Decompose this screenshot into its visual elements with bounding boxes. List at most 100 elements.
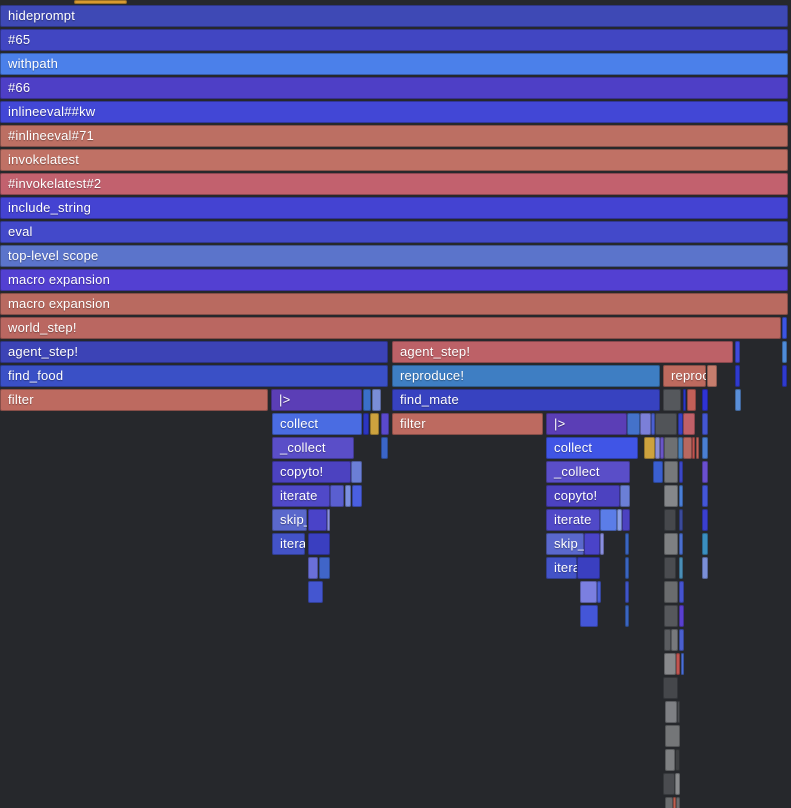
flame-frame[interactable]	[640, 413, 651, 435]
flame-frame[interactable]	[381, 437, 388, 459]
flame-frame[interactable]	[584, 533, 600, 555]
flame-frame[interactable]	[577, 557, 600, 579]
flame-frame[interactable]	[351, 461, 362, 483]
flame-frame-find-food[interactable]: find_food	[0, 365, 388, 387]
flame-frame[interactable]	[660, 437, 664, 459]
flame-frame[interactable]	[664, 557, 676, 579]
flame-frame[interactable]	[308, 533, 330, 555]
flame-frame-itera[interactable]: itera	[546, 557, 577, 579]
flame-frame-world-step[interactable]: world_step!	[0, 317, 781, 339]
flame-frame[interactable]	[702, 509, 708, 531]
flame-frame[interactable]	[664, 605, 678, 627]
flame-frame[interactable]	[352, 485, 362, 507]
flame-frame-reproduce[interactable]: reproduce!	[392, 365, 660, 387]
flame-frame[interactable]	[625, 605, 629, 627]
flame-frame[interactable]	[665, 701, 677, 723]
flame-frame[interactable]	[330, 485, 344, 507]
flame-frame[interactable]	[692, 437, 695, 459]
flame-frame[interactable]	[625, 557, 629, 579]
flame-frame[interactable]	[664, 485, 678, 507]
flame-frame[interactable]	[580, 581, 597, 603]
flame-frame[interactable]	[665, 797, 673, 808]
flame-frame-collect[interactable]: _collect	[272, 437, 354, 459]
flame-frame-hideprompt[interactable]: hideprompt	[0, 5, 788, 27]
flame-frame[interactable]	[664, 437, 678, 459]
flame-frame[interactable]	[679, 533, 683, 555]
flame-frame-macro-expansion[interactable]: macro expansion	[0, 293, 788, 315]
flame-frame[interactable]	[664, 629, 671, 651]
flame-frame[interactable]	[663, 389, 681, 411]
flame-frame-collect[interactable]: _collect	[546, 461, 630, 483]
flame-frame[interactable]	[681, 653, 684, 675]
flame-frame[interactable]	[664, 581, 678, 603]
flame-frame-invokelatest-2[interactable]: #invokelatest#2	[0, 173, 788, 195]
flame-frame[interactable]	[327, 509, 330, 531]
flame-frame[interactable]	[679, 605, 684, 627]
flame-frame[interactable]	[673, 797, 676, 808]
flame-frame[interactable]	[679, 485, 683, 507]
flame-frame[interactable]	[665, 725, 680, 747]
flame-frame-filter[interactable]: filter	[0, 389, 268, 411]
flame-frame[interactable]	[702, 461, 708, 483]
flame-frame[interactable]	[664, 533, 678, 555]
flame-frame[interactable]	[627, 413, 640, 435]
flame-frame[interactable]	[319, 557, 330, 579]
flame-frame[interactable]	[782, 317, 787, 339]
flame-frame-copyto[interactable]: copyto!	[546, 485, 620, 507]
flame-frame-[interactable]: |>	[546, 413, 627, 435]
flame-frame-skip[interactable]: skip_	[272, 509, 307, 531]
flame-frame[interactable]	[707, 365, 717, 387]
flame-frame-agent-step[interactable]: agent_step!	[392, 341, 733, 363]
flame-frame-iterate[interactable]: iterate	[272, 485, 330, 507]
flame-frame[interactable]	[676, 653, 680, 675]
flame-frame[interactable]	[655, 437, 660, 459]
flame-frame[interactable]	[664, 653, 676, 675]
flame-frame[interactable]	[696, 437, 699, 459]
flame-frame[interactable]	[679, 581, 684, 603]
flame-frame-collect[interactable]: collect	[546, 437, 638, 459]
flame-frame[interactable]	[671, 629, 678, 651]
flame-frame-find-mate[interactable]: find_mate	[392, 389, 660, 411]
flame-frame[interactable]	[735, 365, 740, 387]
flame-frame[interactable]	[370, 413, 379, 435]
flame-frame[interactable]	[675, 749, 680, 771]
flame-frame[interactable]	[702, 533, 708, 555]
flame-frame[interactable]	[676, 797, 680, 808]
flame-frame[interactable]	[622, 509, 630, 531]
flame-frame[interactable]	[644, 437, 655, 459]
flame-frame[interactable]	[664, 461, 678, 483]
flame-frame-macro-expansion[interactable]: macro expansion	[0, 269, 788, 291]
flame-frame[interactable]	[683, 413, 695, 435]
flame-frame[interactable]	[620, 485, 630, 507]
flame-frame[interactable]	[702, 389, 708, 411]
flame-frame[interactable]	[625, 533, 629, 555]
flame-frame[interactable]	[663, 677, 678, 699]
flame-frame-inlineeval-kw[interactable]: inlineeval##kw	[0, 101, 788, 123]
flame-frame[interactable]	[702, 557, 708, 579]
flame-frame-invokelatest[interactable]: invokelatest	[0, 149, 788, 171]
flame-frame[interactable]	[678, 437, 683, 459]
flame-frame[interactable]	[702, 485, 708, 507]
flame-frame[interactable]	[735, 389, 741, 411]
flame-frame[interactable]	[655, 413, 677, 435]
flame-frame[interactable]	[600, 533, 604, 555]
flame-frame[interactable]	[702, 413, 708, 435]
flame-frame[interactable]	[74, 0, 127, 4]
flame-frame-65[interactable]: #65	[0, 29, 788, 51]
flame-frame[interactable]	[735, 341, 740, 363]
flame-frame[interactable]	[617, 509, 622, 531]
flame-frame[interactable]	[679, 461, 683, 483]
flame-frame[interactable]	[363, 413, 369, 435]
flame-frame[interactable]	[683, 389, 686, 411]
flame-frame-[interactable]: |>	[271, 389, 362, 411]
flame-frame-iterate[interactable]: iterate	[546, 509, 600, 531]
flame-frame[interactable]	[625, 581, 629, 603]
flame-frame[interactable]	[702, 437, 708, 459]
flame-frame[interactable]	[782, 365, 787, 387]
flame-frame-skip[interactable]: skip_	[546, 533, 584, 555]
flame-frame-collect[interactable]: collect	[272, 413, 362, 435]
flame-frame-filter[interactable]: filter	[392, 413, 543, 435]
flame-frame[interactable]	[687, 389, 696, 411]
flame-frame-withpath[interactable]: withpath	[0, 53, 788, 75]
flame-frame[interactable]	[600, 509, 617, 531]
